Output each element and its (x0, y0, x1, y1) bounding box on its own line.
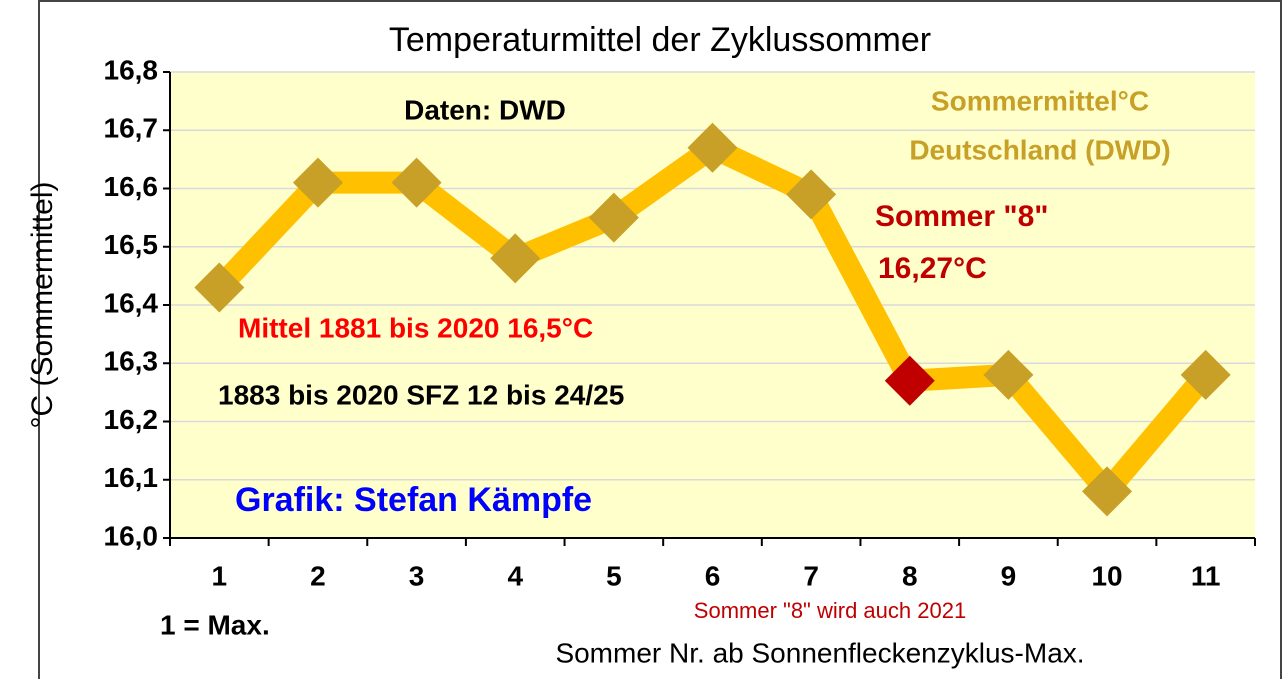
y-tick-label: 16,7 (104, 113, 159, 144)
x-tick-label: 3 (409, 560, 425, 591)
marker (490, 233, 541, 284)
x-tick-label: 1 (212, 560, 228, 591)
marker (786, 169, 837, 220)
annotation: Sommer "8" wird auch 2021 (694, 598, 966, 623)
annotation: Sommermittel°C (931, 85, 1149, 116)
y-tick-label: 16,6 (104, 171, 159, 202)
x-tick-label: 2 (310, 560, 326, 591)
marker (884, 355, 935, 406)
marker (292, 157, 343, 208)
annotation: Deutschland (DWD) (909, 134, 1170, 165)
x-axis-label: Sommer Nr. ab Sonnenfleckenzyklus-Max. (555, 637, 1084, 668)
marker (687, 122, 738, 173)
marker (1082, 466, 1133, 517)
y-tick-label: 16,1 (104, 462, 159, 493)
y-tick-label: 16,3 (104, 346, 159, 377)
marker (1180, 349, 1231, 400)
y-tick-label: 16,8 (104, 54, 159, 85)
annotation: 1 = Max. (160, 609, 270, 640)
y-tick-label: 16,5 (104, 229, 159, 260)
marker (391, 157, 442, 208)
x-tick-label: 7 (803, 560, 819, 591)
x-tick-label: 4 (507, 560, 523, 591)
annotation: 16,27°C (878, 252, 987, 285)
x-tick-label: 10 (1091, 560, 1122, 591)
marker (194, 262, 245, 313)
x-tick-label: 5 (606, 560, 622, 591)
chart-title: Temperaturmittel der Zyklussommer (389, 21, 931, 59)
x-tick-label: 6 (705, 560, 721, 591)
y-axis-label: °C (Sommermittel) (26, 181, 59, 428)
x-tick-label: 11 (1191, 560, 1221, 591)
y-tick-label: 16,4 (104, 287, 159, 318)
annotation: Grafik: Stefan Kämpfe (235, 481, 592, 519)
annotation: Sommer "8" (875, 200, 1049, 233)
annotation: Mittel 1881 bis 2020 16,5°C (238, 312, 593, 343)
annotation: Daten: DWD (404, 94, 566, 125)
x-tick-label: 9 (1001, 560, 1017, 591)
y-tick-label: 16,2 (104, 404, 159, 435)
marker (983, 349, 1034, 400)
y-tick-label: 16,0 (104, 520, 159, 551)
annotation: 1883 bis 2020 SFZ 12 bis 24/25 (218, 379, 624, 410)
x-tick-label: 8 (902, 560, 918, 591)
marker (588, 192, 639, 243)
